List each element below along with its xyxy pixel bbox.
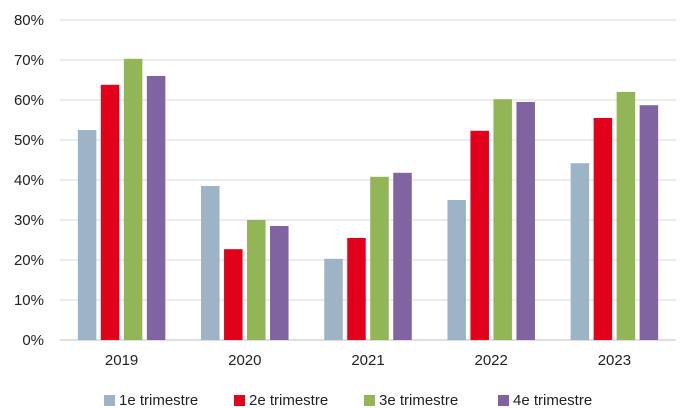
bar-2021-series-4 — [393, 172, 412, 340]
bar-2020-series-3 — [247, 220, 266, 340]
bar-2019-series-1 — [77, 130, 97, 340]
y-tick-label: 40% — [14, 172, 44, 189]
legend-label: 3e trimestre — [379, 392, 458, 408]
x-tick-label: 2019 — [105, 352, 138, 369]
legend-swatch — [498, 395, 509, 406]
bar-2021-series-3 — [370, 176, 389, 340]
bar-2019-series-3 — [123, 58, 143, 341]
legend-swatch — [104, 395, 115, 406]
y-axis: 0% 10% 20% 30% 40% 50% 60% 70% 80% — [14, 12, 44, 349]
bar-2023-series-3 — [616, 92, 636, 340]
bar-2022-series-4 — [516, 102, 535, 340]
x-tick-label: 2023 — [598, 352, 631, 369]
legend-label: 2e trimestre — [249, 392, 328, 408]
y-tick-label: 60% — [14, 92, 44, 109]
legend-swatch — [234, 395, 245, 406]
legend-swatch — [364, 395, 375, 406]
bar-2022-series-3 — [493, 99, 512, 340]
x-tick-label: 2020 — [228, 352, 261, 369]
bar-2023-series-2 — [593, 118, 613, 340]
legend: 1e trimestre 2e trimestre 3e trimestre 4e t… — [104, 392, 592, 408]
y-tick-label: 50% — [14, 132, 44, 149]
bar-2021-series-2 — [347, 238, 366, 340]
bar-2022-series-1 — [447, 200, 466, 340]
y-tick-label: 0% — [22, 332, 44, 349]
bar-2020-series-1 — [201, 186, 220, 340]
x-axis: 2019 2020 2021 2022 2023 — [105, 352, 631, 369]
y-tick-label: 70% — [14, 52, 44, 69]
y-tick-label: 10% — [14, 292, 44, 309]
x-tick-label: 2022 — [475, 352, 508, 369]
bar-2023-series-4 — [639, 105, 659, 340]
bar-2023-series-1 — [570, 163, 590, 340]
bar-2020-series-2 — [224, 249, 243, 340]
bar-2022-series-2 — [470, 130, 489, 340]
y-tick-label: 80% — [14, 12, 44, 29]
y-tick-label: 30% — [14, 212, 44, 229]
bar-2021-series-1 — [324, 258, 343, 340]
y-tick-label: 20% — [14, 252, 44, 269]
x-tick-label: 2021 — [351, 352, 384, 369]
bars — [77, 58, 659, 341]
legend-label: 1e trimestre — [119, 392, 198, 408]
bar-2020-series-4 — [270, 226, 289, 340]
bar-2019-series-2 — [100, 84, 120, 340]
legend-label: 4e trimestre — [513, 392, 592, 408]
bar-2019-series-4 — [146, 76, 166, 340]
